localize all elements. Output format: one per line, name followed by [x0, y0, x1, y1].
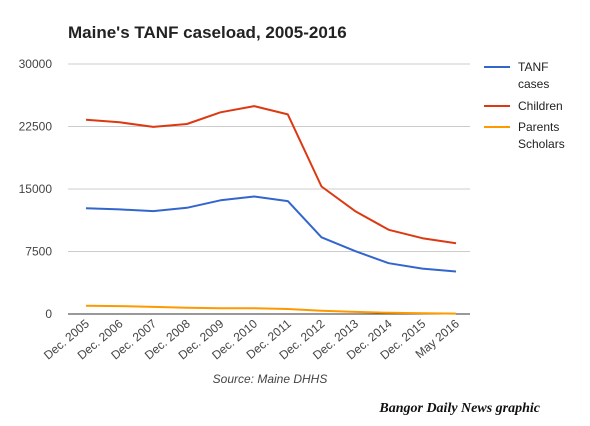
series-line: [85, 304, 457, 315]
series-line: [85, 195, 457, 273]
legend-label: Children: [518, 99, 563, 113]
legend-label: cases: [518, 77, 549, 91]
legend-label: Parents: [518, 120, 559, 134]
legend-label: Scholars: [518, 137, 565, 151]
legend-label: TANF: [518, 60, 548, 74]
source-note: Source: Maine DHHS: [213, 372, 328, 386]
grid-lines: [68, 63, 470, 252]
y-axis-ticks: 0 7500 15000 22500 30000: [19, 57, 53, 321]
y-tick-label: 0: [45, 307, 52, 321]
series-lines: [85, 105, 457, 315]
graphic-credit: Bangor Daily News graphic: [378, 401, 540, 416]
y-tick-label: 15000: [19, 182, 53, 196]
chart-title: Maine's TANF caseload, 2005-2016: [68, 23, 347, 42]
legend: TANF cases Children Parents Scholars: [484, 60, 565, 151]
series-line: [85, 105, 457, 245]
y-tick-label: 22500: [19, 120, 53, 134]
y-tick-label: 7500: [25, 245, 52, 259]
y-tick-label: 30000: [19, 57, 53, 71]
